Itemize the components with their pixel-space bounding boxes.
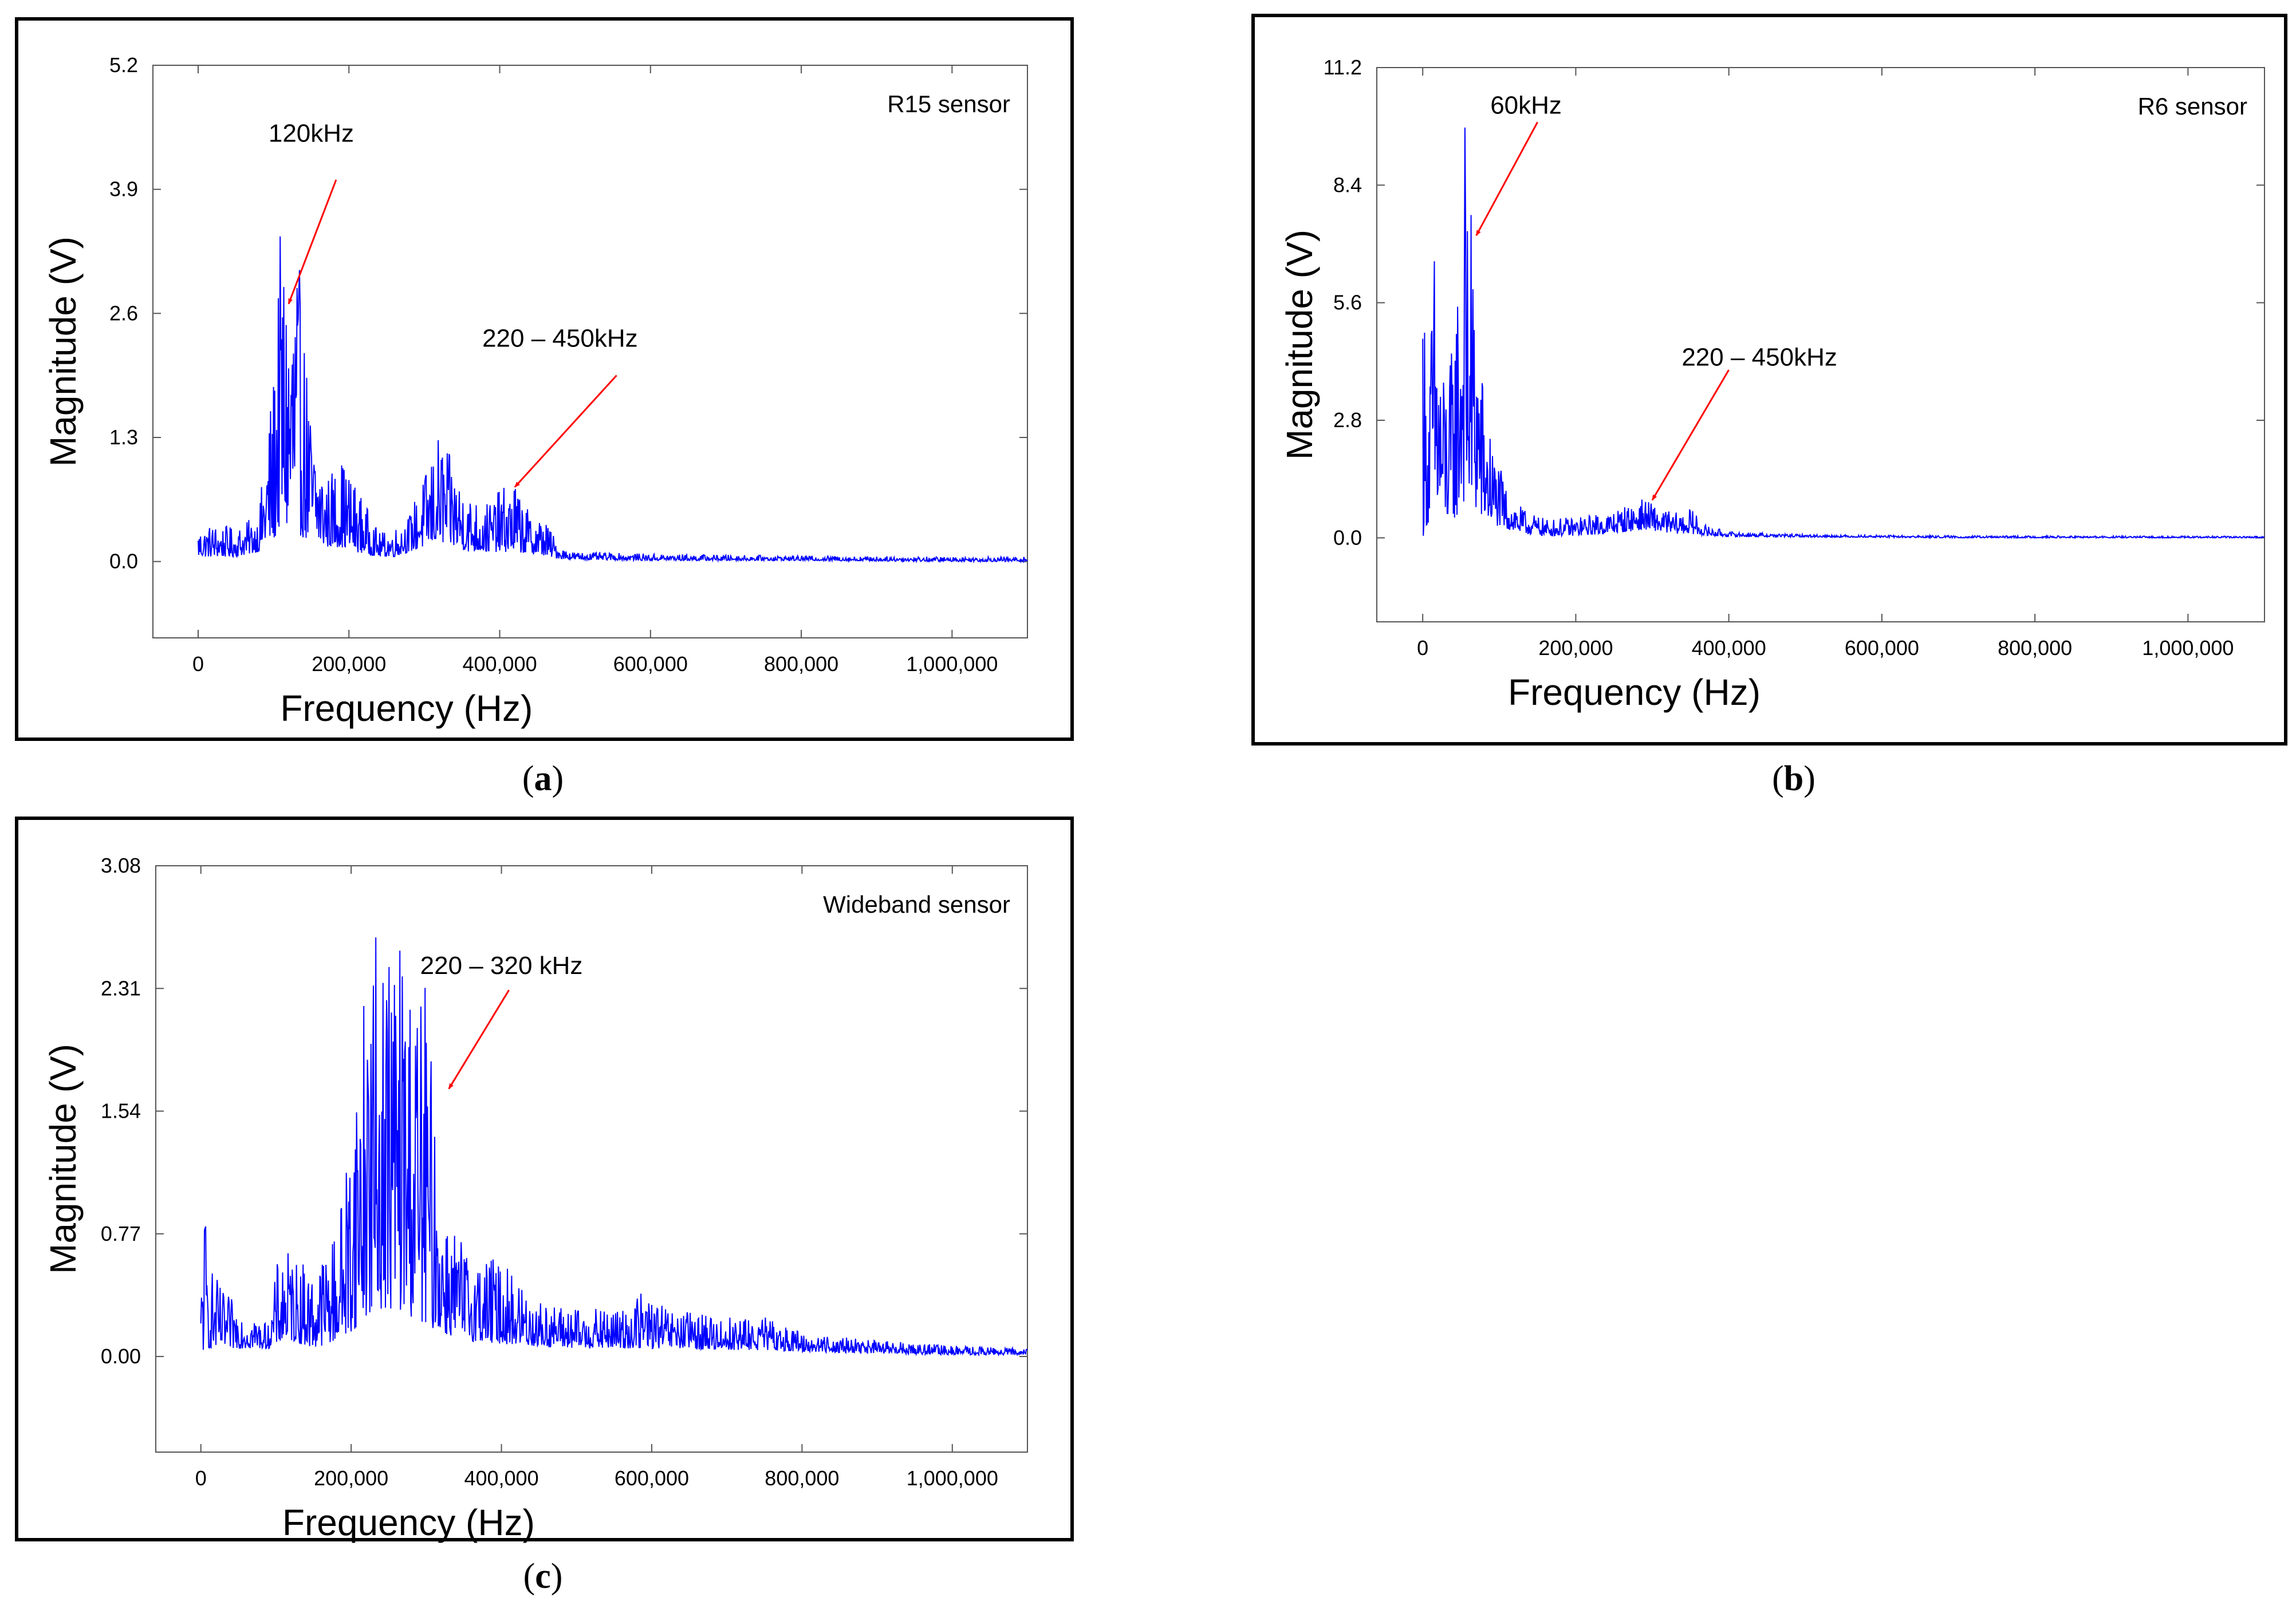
chart-a-y-tick-label: 2.6 bbox=[109, 301, 138, 325]
chart-a-x-tick-label: 1,000,000 bbox=[906, 652, 998, 676]
chart-b-y-tick-label: 2.8 bbox=[1333, 408, 1362, 432]
chart-c-x-tick-label: 800,000 bbox=[765, 1466, 839, 1490]
chart-a-spectrum-series bbox=[198, 236, 1028, 564]
chart-a-x-tick-label: 200,000 bbox=[312, 652, 386, 676]
chart-a-annotation-label: 220 – 450kHz bbox=[482, 325, 638, 353]
chart-b-annotation-arrow bbox=[1475, 121, 1538, 236]
panel-b-caption: (b) bbox=[1772, 759, 1815, 798]
chart-b-x-tick-label: 200,000 bbox=[1538, 636, 1613, 660]
panel-a-caption: (a) bbox=[522, 759, 564, 798]
chart-b-x-tick-label: 400,000 bbox=[1692, 636, 1766, 660]
chart-b-x-tick-label: 1,000,000 bbox=[2142, 636, 2234, 660]
chart-c-y-tick-label: 0.77 bbox=[101, 1222, 141, 1245]
chart-c-y-axis-label: Magnitude (V) bbox=[42, 1044, 84, 1274]
chart-c-x-axis-label: Frequency (Hz) bbox=[282, 1502, 535, 1543]
chart-c-y-tick-label: 1.54 bbox=[101, 1099, 141, 1123]
chart-b-x-axis-label: Frequency (Hz) bbox=[1508, 672, 1761, 713]
chart-c-x-tick-label: 600,000 bbox=[615, 1466, 689, 1490]
chart-c-y-tick-label: 3.08 bbox=[101, 854, 141, 877]
chart-a-x-tick-label: 400,000 bbox=[462, 652, 537, 676]
chart-panel-a-frame: 0.0 1.3 2.6 3.9 5.2 0 200,000 400,000 600,000 800… bbox=[15, 17, 1074, 741]
chart-panel-b: 0.0 2.8 5.6 8.4 11.2 0 200,000 400,000 600,000 80… bbox=[1279, 56, 2265, 713]
chart-b-y-tick-label: 11.2 bbox=[1324, 56, 1362, 79]
chart-b-y-axis-label: Magnitude (V) bbox=[1279, 230, 1320, 460]
chart-b-annotation-arrow bbox=[1651, 369, 1730, 501]
chart-c-sensor-title: Wideband sensor bbox=[823, 891, 1010, 918]
chart-panel-a: 0.0 1.3 2.6 3.9 5.2 0 200,000 400,000 600,000 800… bbox=[42, 53, 1028, 729]
chart-b-spectrum-series bbox=[1422, 127, 2265, 540]
chart-a-y-tick-label: 0.0 bbox=[109, 550, 138, 573]
chart-b-x-tick-label: 800,000 bbox=[1998, 636, 2072, 660]
chart-panel-c: 0.00 0.77 1.54 2.31 3.08 0 200,000 400,000 600,0… bbox=[42, 854, 1028, 1543]
chart-a-y-tick-label: 1.3 bbox=[109, 425, 138, 449]
chart-b-y-tick-label: 0.0 bbox=[1333, 526, 1362, 549]
chart-b-plot-frame bbox=[1376, 67, 2265, 622]
chart-c-annotation-label: 220 – 320 kHz bbox=[420, 952, 583, 980]
chart-b-x-tick-label: 600,000 bbox=[1845, 636, 1919, 660]
chart-c-y-tick-label: 2.31 bbox=[101, 976, 141, 1000]
chart-c-spectrum-series bbox=[200, 937, 1028, 1357]
chart-b-annotation-label: 220 – 450kHz bbox=[1681, 344, 1837, 372]
chart-c-y-tick-label: 0.00 bbox=[101, 1344, 141, 1368]
chart-a-x-axis-label: Frequency (Hz) bbox=[280, 688, 533, 729]
chart-a-y-tick-label: 5.2 bbox=[109, 53, 138, 77]
chart-panel-b-frame: 0.0 2.8 5.6 8.4 11.2 0 200,000 400,000 600,000 80… bbox=[1251, 14, 2287, 746]
chart-a-annotation-arrow bbox=[514, 374, 617, 488]
chart-a-x-tick-label: 600,000 bbox=[613, 652, 688, 676]
chart-a-annotation-arrow bbox=[288, 179, 337, 305]
chart-b-x-tick-label: 0 bbox=[1417, 636, 1428, 660]
chart-b-sensor-title: R6 sensor bbox=[2138, 93, 2247, 120]
chart-b-y-tick-label: 5.6 bbox=[1333, 291, 1362, 314]
chart-c-plot-frame bbox=[155, 865, 1028, 1453]
chart-a-annotation-label: 120kHz bbox=[269, 119, 354, 147]
chart-c-x-tick-label: 1,000,000 bbox=[907, 1466, 998, 1490]
chart-c-x-tick-label: 0 bbox=[195, 1466, 207, 1490]
chart-c-x-tick-label: 200,000 bbox=[314, 1466, 388, 1490]
chart-c-annotation-arrow bbox=[448, 989, 510, 1090]
chart-a-plot-frame bbox=[152, 65, 1028, 638]
chart-a-x-tick-label: 0 bbox=[192, 652, 204, 676]
panel-c-caption: (c) bbox=[523, 1557, 563, 1596]
chart-panel-c-frame: 0.00 0.77 1.54 2.31 3.08 0 200,000 400,000 600,0… bbox=[15, 817, 1074, 1543]
chart-a-y-axis-label: Magnitude (V) bbox=[42, 236, 84, 467]
chart-a-y-tick-label: 3.9 bbox=[109, 178, 138, 201]
chart-b-y-tick-label: 8.4 bbox=[1333, 173, 1362, 196]
chart-b-annotation-label: 60kHz bbox=[1490, 92, 1562, 120]
chart-a-x-tick-label: 800,000 bbox=[764, 652, 838, 676]
chart-a-sensor-title: R15 sensor bbox=[887, 90, 1010, 117]
chart-c-x-tick-label: 400,000 bbox=[464, 1466, 538, 1490]
